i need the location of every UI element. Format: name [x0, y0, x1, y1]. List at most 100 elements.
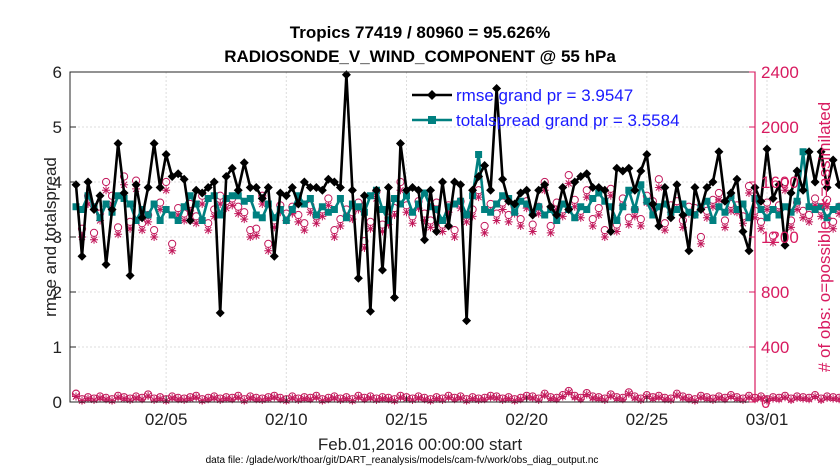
spread-point	[390, 195, 398, 202]
obs-assimilated-point	[426, 223, 435, 232]
obs-assimilated-point	[318, 212, 327, 221]
rmse-point	[359, 191, 369, 201]
obs-assimilated-point	[835, 209, 840, 218]
obs-assimilated-point	[714, 393, 723, 402]
rmse-point	[690, 183, 700, 192]
rmse-point	[780, 240, 790, 250]
spread-point	[607, 203, 615, 211]
spread-point	[174, 217, 182, 224]
obs-assimilated-point	[366, 224, 375, 233]
obs-assimilated-point	[150, 395, 159, 404]
obs-assimilated-point	[534, 209, 543, 218]
obs-assimilated-point	[516, 395, 525, 404]
obs-assimilated-point	[144, 217, 153, 226]
obs-assimilated-point	[462, 396, 471, 405]
obs-assimilated-point	[787, 395, 796, 404]
obs-assimilated-point	[252, 231, 261, 240]
obs-assimilated-point	[684, 395, 693, 404]
rmse-point	[720, 196, 730, 206]
obs-assimilated-point	[408, 395, 417, 404]
rmse-point	[744, 246, 754, 256]
obs-assimilated-point	[438, 227, 447, 236]
obs-assimilated-point	[378, 227, 387, 236]
rmse-point	[738, 227, 748, 236]
legend-rmse-marker	[427, 90, 437, 100]
rmse-point	[155, 183, 165, 192]
obs-assimilated-point	[444, 393, 453, 402]
legend-spread-label: totalspread grand pr = 3.5584	[456, 111, 680, 130]
obs-assimilated-point	[198, 200, 207, 208]
rmse-point	[498, 174, 508, 184]
spread-point	[589, 195, 597, 202]
rmse-point	[564, 205, 574, 214]
obs-assimilated-point	[648, 394, 657, 403]
rmse-point	[492, 84, 502, 93]
rmse-point	[504, 196, 514, 206]
spread-point	[649, 211, 657, 219]
obs-assimilated-point	[708, 395, 717, 404]
obs-assimilated-point	[793, 205, 802, 214]
y-left-tick-label: 0	[53, 393, 62, 412]
rmse-point	[317, 185, 327, 195]
obs-assimilated-point	[612, 227, 621, 236]
spread-point	[511, 208, 519, 216]
rmse-point	[648, 199, 658, 209]
rmse-point	[540, 180, 550, 190]
spread-point	[661, 200, 669, 208]
obs-assimilated-point	[582, 193, 591, 202]
spread-point	[300, 200, 308, 208]
obs-assimilated-point	[300, 394, 309, 403]
obs-assimilated-point	[246, 233, 255, 241]
spread-point	[619, 203, 627, 211]
spread-point	[577, 203, 585, 211]
rmse-point	[792, 166, 802, 176]
obs-assimilated-point	[636, 222, 645, 230]
rmse-point	[630, 185, 640, 195]
spread-point	[643, 197, 651, 205]
spread-point	[168, 211, 176, 219]
x-tick-label: 02/15	[385, 410, 428, 429]
spread-point	[126, 200, 134, 208]
y-left-tick-label: 5	[53, 118, 62, 137]
spread-point	[787, 208, 795, 216]
rmse-point	[654, 221, 664, 231]
rmse-point	[474, 172, 484, 181]
spread-point	[102, 200, 110, 208]
spread-point	[835, 203, 840, 211]
obs-assimilated-point	[126, 395, 135, 404]
rmse-point	[251, 183, 261, 192]
spread-point	[793, 197, 801, 205]
obs-assimilated-point	[450, 395, 459, 404]
series-bottom-assimilated	[72, 388, 840, 405]
rmse-point	[239, 158, 249, 168]
obs-assimilated-point	[624, 389, 633, 398]
obs-assimilated-point	[714, 195, 723, 204]
obs-assimilated-point	[228, 395, 237, 404]
rmse-point	[726, 188, 736, 198]
spread-point	[384, 217, 392, 224]
obs-assimilated-point	[330, 233, 339, 241]
spread-point	[186, 192, 194, 200]
obs-assimilated-point	[360, 244, 369, 252]
spread-point	[655, 203, 663, 211]
obs-assimilated-point	[252, 395, 261, 404]
obs-assimilated-point	[288, 209, 297, 218]
rmse-point	[257, 194, 267, 203]
y-axis-left: 0 1 2 3 4 5 6	[53, 63, 76, 412]
rmse-point	[371, 185, 381, 195]
obs-possible-point	[162, 177, 171, 187]
rmse-point	[786, 188, 796, 198]
spread-point	[553, 217, 561, 224]
spread-point	[493, 200, 501, 208]
spread-point	[427, 203, 435, 211]
legend: rmse grand pr = 3.9547 totalspread grand…	[412, 86, 680, 130]
obs-assimilated-point	[811, 201, 820, 210]
obs-assimilated-point	[348, 396, 357, 405]
rmse-point	[179, 174, 189, 184]
obs-assimilated-point	[799, 213, 808, 222]
rmse-point	[528, 210, 538, 220]
obs-assimilated-point	[186, 394, 195, 403]
obs-assimilated-point	[666, 395, 675, 404]
spread-point	[294, 192, 302, 200]
obs-assimilated-point	[372, 395, 381, 404]
